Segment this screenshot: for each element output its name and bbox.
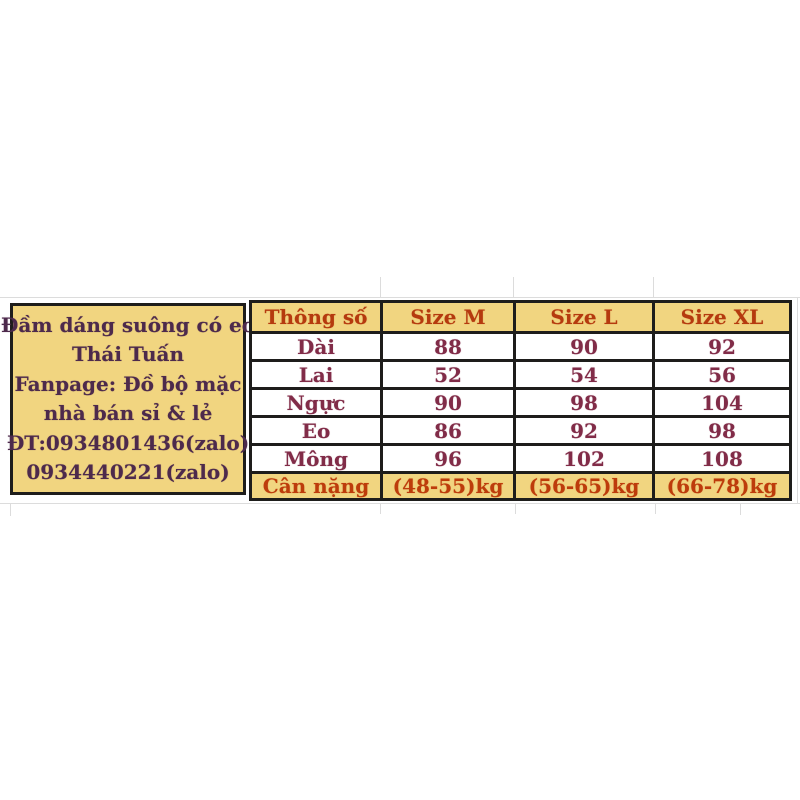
product-info-panel: Đầm dáng suông có eo Thái Tuấn Fanpage: … — [1, 303, 255, 495]
cell-label: Ngực — [249, 387, 383, 418]
cell-value: 88 — [380, 331, 516, 362]
cell-value: 98 — [652, 415, 792, 446]
cell-value: 86 — [380, 415, 516, 446]
cell-label: Eo — [249, 415, 383, 446]
phone-line-2: 0934440221(zalo) — [26, 460, 230, 484]
excel-gridline-stub — [653, 277, 654, 298]
brand-line: Thái Tuấn — [71, 342, 185, 366]
row-dai: Dài 88 90 92 — [249, 331, 792, 362]
cell-value: 90 — [380, 387, 516, 418]
header-row: Thông số Size M Size L Size XL — [249, 300, 792, 334]
size-chart-table: Thông số Size M Size L Size XL Dài 88 90… — [249, 300, 792, 501]
row-lai: Lai 52 54 56 — [249, 359, 792, 390]
phone-line-1: ĐT:0934801436(zalo) — [6, 430, 250, 455]
cell-value: (56-65)kg — [513, 471, 655, 501]
cell-value: 108 — [652, 443, 792, 474]
excel-gridline-stub — [10, 504, 11, 516]
cell-value: 90 — [513, 331, 655, 362]
column-header-size-xl: Size XL — [652, 300, 792, 334]
cell-label: Mông — [249, 443, 383, 474]
cell-value: 102 — [513, 443, 655, 474]
fanpage-line-2: nhà bán sỉ & lẻ — [43, 401, 213, 425]
cell-value: (48-55)kg — [380, 471, 516, 501]
cell-value: 96 — [380, 443, 516, 474]
excel-gridline-stub — [515, 504, 516, 514]
column-header-size-l: Size L — [513, 300, 655, 334]
fanpage-line: Fanpage: Đồ bộ mặc — [14, 371, 242, 396]
excel-gridline-stub — [513, 277, 514, 298]
cell-label: Lai — [249, 359, 383, 390]
excel-gridline-stub — [380, 504, 381, 514]
row-can-nang: Cân nặng (48-55)kg (56-65)kg (66-78)kg — [249, 471, 792, 501]
column-header-size-m: Size M — [380, 300, 516, 334]
cell-value: 92 — [652, 331, 792, 362]
row-mong: Mông 96 102 108 — [249, 443, 792, 474]
excel-gridline-right — [797, 297, 798, 504]
excel-gridline-stub — [740, 504, 741, 515]
row-eo: Eo 86 92 98 — [249, 415, 792, 446]
cell-value: 54 — [513, 359, 655, 390]
cell-value: 104 — [652, 387, 792, 418]
cell-value: 98 — [513, 387, 655, 418]
cell-value: 52 — [380, 359, 516, 390]
cell-value: (66-78)kg — [652, 471, 792, 501]
excel-gridline-bottom — [0, 503, 800, 504]
product-name-line: Đầm dáng suông có eo — [0, 312, 256, 337]
column-header-thong-so: Thông số — [249, 300, 383, 334]
excel-gridline-stub — [655, 504, 656, 514]
cell-value: 56 — [652, 359, 792, 390]
excel-gridline-stub — [380, 277, 381, 298]
cell-value: 92 — [513, 415, 655, 446]
cell-label: Dài — [249, 331, 383, 362]
excel-gridline-top — [0, 297, 800, 298]
row-nguc: Ngực 90 98 104 — [249, 387, 792, 418]
cell-label: Cân nặng — [249, 471, 383, 501]
